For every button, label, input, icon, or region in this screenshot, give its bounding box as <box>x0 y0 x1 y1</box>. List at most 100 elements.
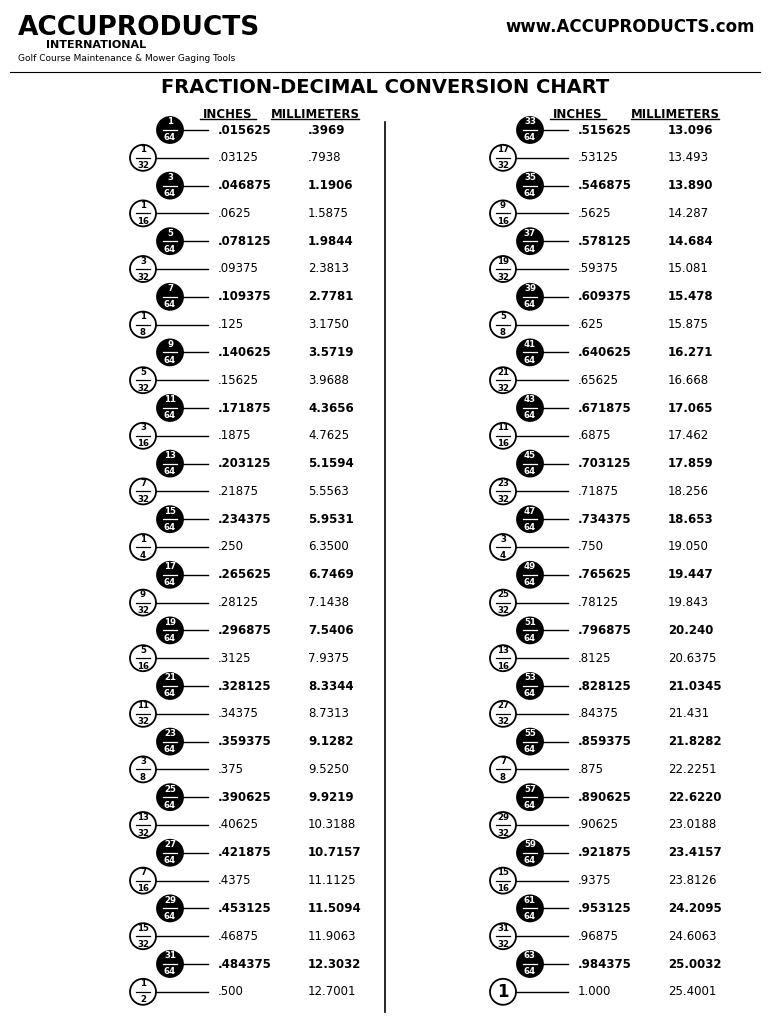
Text: 13.096: 13.096 <box>668 124 714 136</box>
Text: 64: 64 <box>524 300 536 309</box>
Text: .875: .875 <box>578 763 604 776</box>
Text: 21.0345: 21.0345 <box>668 680 721 692</box>
Text: 1: 1 <box>167 118 173 127</box>
Text: .921875: .921875 <box>578 846 631 859</box>
Text: 25: 25 <box>497 590 509 599</box>
Text: .546875: .546875 <box>578 179 632 193</box>
Text: 1: 1 <box>140 201 146 210</box>
Text: .375: .375 <box>218 763 244 776</box>
Text: MILLIMETERS: MILLIMETERS <box>631 108 719 121</box>
Text: 8.3344: 8.3344 <box>308 680 353 692</box>
Text: 16: 16 <box>497 662 509 671</box>
Text: 64: 64 <box>524 245 536 254</box>
Text: .140625: .140625 <box>218 346 272 358</box>
Text: 32: 32 <box>497 495 509 504</box>
Text: .4375: .4375 <box>218 874 252 887</box>
Text: 7: 7 <box>500 757 506 766</box>
Text: 64: 64 <box>164 912 176 921</box>
Text: 16: 16 <box>137 439 149 449</box>
Text: 3.1750: 3.1750 <box>308 318 349 331</box>
Text: 23.8126: 23.8126 <box>668 874 717 887</box>
Text: .1875: .1875 <box>218 429 252 442</box>
Text: 8.7313: 8.7313 <box>308 708 349 720</box>
Circle shape <box>157 562 183 588</box>
Text: 15.081: 15.081 <box>668 262 709 275</box>
Text: 5: 5 <box>140 646 146 654</box>
Circle shape <box>517 506 543 532</box>
Text: 7: 7 <box>140 479 146 487</box>
Circle shape <box>130 534 156 560</box>
Text: ACCUPRODUCTS: ACCUPRODUCTS <box>18 15 260 41</box>
Circle shape <box>490 590 516 615</box>
Text: .640625: .640625 <box>578 346 632 358</box>
Text: 32: 32 <box>497 384 509 392</box>
Text: 19.050: 19.050 <box>668 541 709 554</box>
Circle shape <box>157 617 183 643</box>
Text: 64: 64 <box>164 689 176 698</box>
Text: 21: 21 <box>497 368 509 377</box>
Text: 5: 5 <box>500 312 506 322</box>
Text: INCHES: INCHES <box>554 108 603 121</box>
Text: 1: 1 <box>140 145 146 155</box>
Circle shape <box>157 506 183 532</box>
Text: 4.7625: 4.7625 <box>308 429 349 442</box>
Text: 64: 64 <box>524 189 536 198</box>
Text: 64: 64 <box>524 801 536 810</box>
Text: 16: 16 <box>137 217 149 226</box>
Circle shape <box>130 757 156 782</box>
Text: .3125: .3125 <box>218 651 252 665</box>
Text: 3: 3 <box>140 757 146 766</box>
Text: 32: 32 <box>497 940 509 948</box>
Text: 32: 32 <box>137 384 149 392</box>
Circle shape <box>130 423 156 449</box>
Text: .09375: .09375 <box>218 262 259 275</box>
Text: .40625: .40625 <box>218 818 259 831</box>
Text: 1.5875: 1.5875 <box>308 207 349 220</box>
Text: 41: 41 <box>524 340 536 349</box>
Text: 2: 2 <box>140 995 146 1005</box>
Text: 21.8282: 21.8282 <box>668 735 721 749</box>
Circle shape <box>130 867 156 894</box>
Text: .78125: .78125 <box>578 596 619 609</box>
Text: 11.1125: 11.1125 <box>308 874 357 887</box>
Text: 9: 9 <box>167 340 173 349</box>
Circle shape <box>130 979 156 1005</box>
Circle shape <box>490 867 516 894</box>
Circle shape <box>517 173 543 199</box>
Text: 10.3188: 10.3188 <box>308 818 357 831</box>
Text: FRACTION-DECIMAL CONVERSION CHART: FRACTION-DECIMAL CONVERSION CHART <box>161 78 609 97</box>
Text: .015625: .015625 <box>218 124 272 136</box>
Text: 32: 32 <box>137 495 149 504</box>
Circle shape <box>490 979 516 1005</box>
Text: 2.3813: 2.3813 <box>308 262 349 275</box>
Text: 1: 1 <box>140 312 146 322</box>
Text: .265625: .265625 <box>218 568 272 582</box>
Circle shape <box>490 534 516 560</box>
Text: .7938: .7938 <box>308 152 342 164</box>
Text: .8125: .8125 <box>578 651 611 665</box>
Text: 15.478: 15.478 <box>668 290 714 303</box>
Text: Golf Course Maintenance & Mower Gaging Tools: Golf Course Maintenance & Mower Gaging T… <box>18 54 236 63</box>
Text: 16: 16 <box>497 884 509 893</box>
Text: 64: 64 <box>524 356 536 365</box>
Text: .328125: .328125 <box>218 680 272 692</box>
Text: 20.6375: 20.6375 <box>668 651 716 665</box>
Text: 25: 25 <box>164 784 176 794</box>
Circle shape <box>517 895 543 922</box>
Circle shape <box>157 173 183 199</box>
Text: 32: 32 <box>137 717 149 726</box>
Text: .609375: .609375 <box>578 290 631 303</box>
Text: 5.1594: 5.1594 <box>308 457 353 470</box>
Circle shape <box>490 757 516 782</box>
Text: 59: 59 <box>524 841 536 849</box>
Text: 7.5406: 7.5406 <box>308 624 353 637</box>
Text: .0625: .0625 <box>218 207 252 220</box>
Text: 64: 64 <box>164 245 176 254</box>
Text: 18.653: 18.653 <box>668 513 714 525</box>
Text: 64: 64 <box>164 579 176 588</box>
Circle shape <box>157 895 183 922</box>
Text: 3: 3 <box>167 173 173 182</box>
Text: 3: 3 <box>500 535 506 544</box>
Circle shape <box>517 951 543 977</box>
Text: .109375: .109375 <box>218 290 272 303</box>
